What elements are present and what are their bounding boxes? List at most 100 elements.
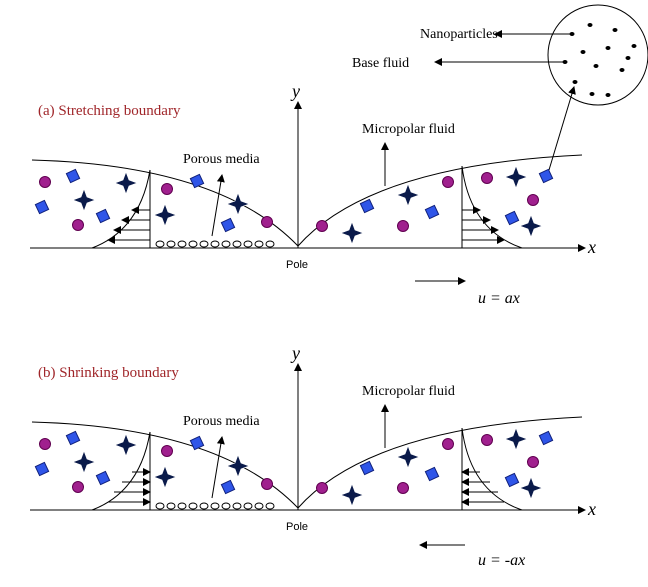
porous-pore xyxy=(166,240,176,248)
pole-label: Pole xyxy=(286,521,308,533)
porous-pore xyxy=(221,502,231,510)
porous-pore xyxy=(188,240,198,248)
porous-pore xyxy=(155,502,165,510)
porous-pore xyxy=(155,240,165,248)
nanoparticle xyxy=(34,461,50,477)
porous-pore xyxy=(265,240,275,248)
nanoparticle xyxy=(34,199,50,215)
boundary-layer xyxy=(297,154,583,247)
nanoparticle xyxy=(189,173,205,189)
label-arrow xyxy=(211,436,225,499)
porous-pore xyxy=(254,240,264,248)
velocity-label: u = -ax xyxy=(478,552,525,569)
profile-curve xyxy=(461,427,523,511)
dot xyxy=(631,44,637,48)
porous-pore xyxy=(210,240,220,248)
nanoparticle xyxy=(261,216,273,228)
zoom-circle xyxy=(547,4,648,106)
nanoparticle xyxy=(95,208,111,224)
porous-pore xyxy=(210,502,220,510)
micro-element xyxy=(114,171,138,195)
nanoparticle xyxy=(189,435,205,451)
porous-pore xyxy=(232,240,242,248)
nanoparticle xyxy=(481,434,493,446)
y-axis-label: y xyxy=(290,343,300,363)
nanoparticle xyxy=(442,438,454,450)
panel-title: (a) Stretching boundary xyxy=(38,103,181,119)
velocity-label: u = ax xyxy=(478,290,520,307)
micro-element xyxy=(519,476,543,500)
micro-element xyxy=(396,445,420,469)
porous-pore xyxy=(265,502,275,510)
nanoparticle xyxy=(481,172,493,184)
nanoparticle xyxy=(538,168,554,184)
nanoparticles-label: Nanoparticles xyxy=(420,27,498,42)
nanoparticle xyxy=(65,430,81,446)
nanoparticle xyxy=(316,220,328,232)
nanoparticle xyxy=(538,430,554,446)
nanoparticle xyxy=(72,481,84,493)
micro-element xyxy=(153,203,177,227)
micro-element xyxy=(396,183,420,207)
porous-pore xyxy=(166,502,176,510)
label-arrow xyxy=(211,174,225,237)
panel-title: (b) Shrinking boundary xyxy=(38,365,179,381)
nanoparticle xyxy=(424,466,440,482)
pole-label: Pole xyxy=(286,259,308,271)
nanoparticle xyxy=(72,219,84,231)
porous-label: Porous media xyxy=(183,414,260,429)
dot xyxy=(587,23,593,27)
micro-element xyxy=(519,214,543,238)
x-axis-label: x xyxy=(587,237,596,257)
dot xyxy=(593,64,599,68)
nanoparticle xyxy=(220,479,236,495)
porous-pore xyxy=(199,240,209,248)
nanoparticle xyxy=(261,478,273,490)
dot xyxy=(625,56,631,60)
profile-curve xyxy=(91,431,151,511)
y-axis-label: y xyxy=(290,81,300,101)
micro-element xyxy=(340,483,364,507)
micro-element xyxy=(72,188,96,212)
porous-pore xyxy=(243,502,253,510)
micro-element xyxy=(72,450,96,474)
base-fluid-label: Base fluid xyxy=(352,56,409,71)
nanoparticle xyxy=(424,204,440,220)
porous-label: Porous media xyxy=(183,152,260,167)
porous-pore xyxy=(199,502,209,510)
arrow xyxy=(548,86,576,171)
porous-pore xyxy=(177,502,187,510)
fluid-label: Micropolar fluid xyxy=(362,122,455,137)
nanoparticle-dots xyxy=(562,23,637,97)
micro-element xyxy=(114,433,138,457)
nanoparticle xyxy=(527,194,539,206)
nanoparticle xyxy=(397,482,409,494)
nanoparticle xyxy=(65,168,81,184)
nanoparticle xyxy=(161,183,173,195)
boundary-layer xyxy=(297,416,583,509)
micro-element xyxy=(226,192,250,216)
micro-element xyxy=(504,427,528,451)
porous-pore xyxy=(232,502,242,510)
micro-element xyxy=(340,221,364,245)
porous-pore xyxy=(254,502,264,510)
dot xyxy=(580,50,586,54)
nanoparticle xyxy=(397,220,409,232)
micro-element xyxy=(504,165,528,189)
nanoparticle xyxy=(504,210,520,226)
dot xyxy=(619,68,625,72)
profile-curve xyxy=(461,165,523,249)
micro-element xyxy=(153,465,177,489)
dot xyxy=(605,93,611,97)
nanoparticle xyxy=(95,470,111,486)
porous-pore xyxy=(221,240,231,248)
nanoparticle xyxy=(316,482,328,494)
nanoparticle xyxy=(161,445,173,457)
dot xyxy=(589,92,595,96)
fluid-label: Micropolar fluid xyxy=(362,384,455,399)
nanoparticle xyxy=(504,472,520,488)
dot xyxy=(612,28,618,32)
nanoparticle xyxy=(39,176,51,188)
dot xyxy=(572,80,578,84)
